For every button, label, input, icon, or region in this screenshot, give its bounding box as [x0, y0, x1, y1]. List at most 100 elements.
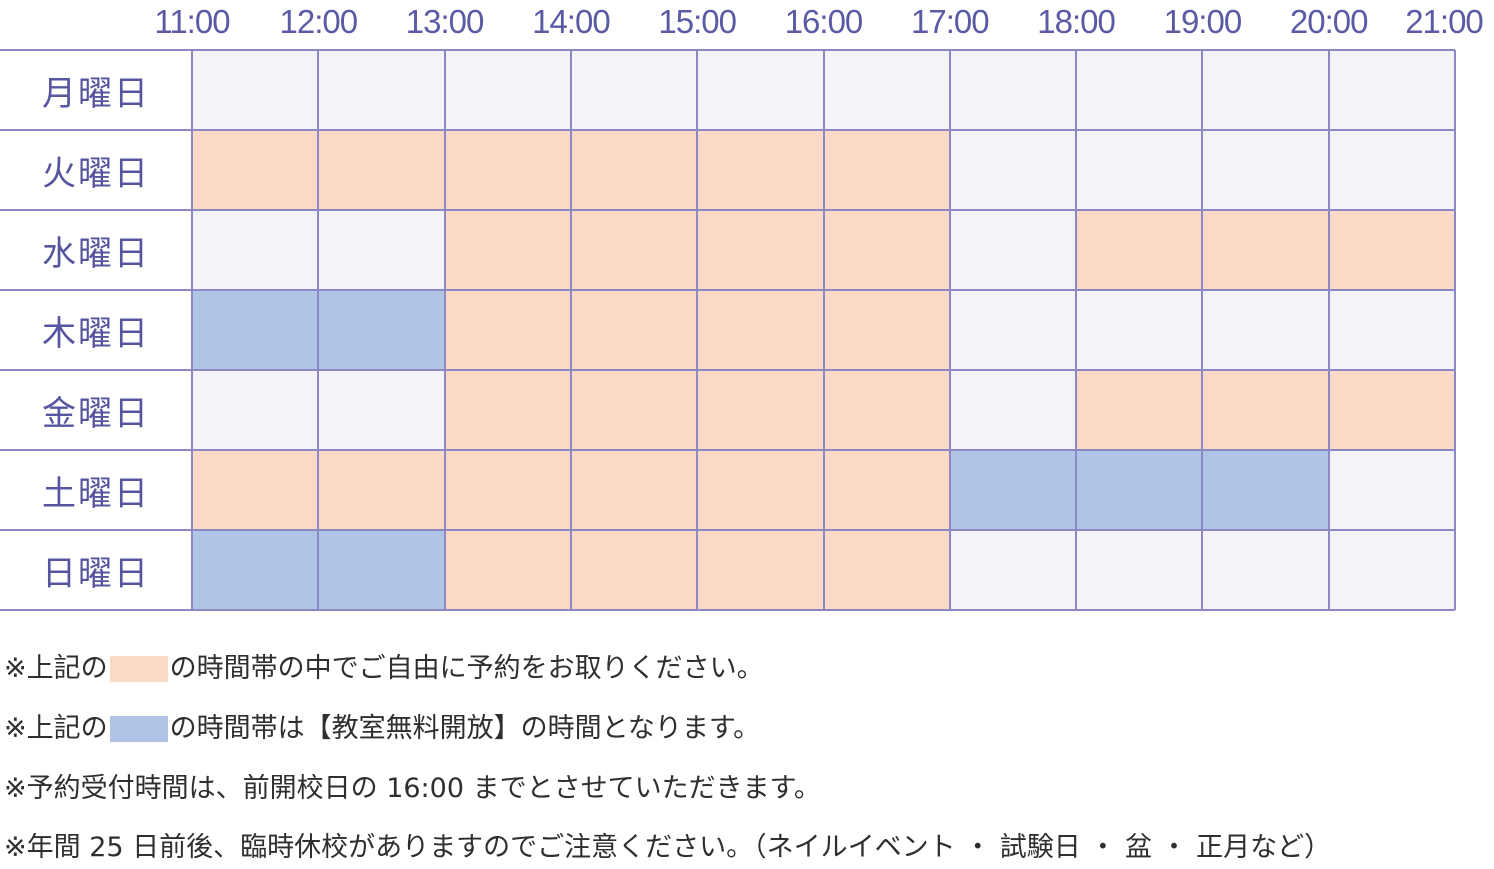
- time-slot-free: [949, 210, 1077, 290]
- time-header: 11:00 12:00 13:00 14:00 15:00 16:00 17:00 18:00…: [0, 0, 1494, 50]
- time-slot-free: [192, 370, 319, 450]
- time-slot-reservable: [444, 450, 571, 530]
- time-label: 19:00: [1163, 3, 1243, 40]
- time-slot-open-class: [1076, 450, 1203, 530]
- time-slot-open-class: [192, 530, 319, 610]
- time-slot-reservable: [697, 450, 824, 530]
- time-slot-free: [192, 50, 319, 130]
- note-line: ※予約受付時間は、前開校日の 16:00 までとさせていただきます。: [4, 771, 821, 807]
- time-slot-reservable: [570, 370, 698, 450]
- time-slot-free: [949, 530, 1077, 610]
- time-slot-reservable: [444, 130, 571, 210]
- time-slot-reservable: [570, 210, 698, 290]
- grid-line-vertical: [191, 50, 193, 610]
- note-line: ※上記の の時間帯は【教室無料開放】の時間となります。: [4, 711, 760, 747]
- grid-line-vertical: [569, 50, 572, 610]
- grid-line-vertical: [317, 50, 320, 610]
- time-slot-free: [318, 210, 445, 290]
- time-slot-reservable: [823, 210, 950, 290]
- time-slot-open-class: [192, 290, 319, 370]
- time-slot-reservable: [318, 450, 445, 530]
- time-slot-open-class: [1202, 450, 1329, 530]
- time-slot-free: [1076, 130, 1203, 210]
- time-slot-reservable: [1328, 370, 1455, 450]
- time-slot-free: [823, 50, 950, 130]
- time-slot-reservable: [192, 450, 319, 530]
- note-text: の時間帯の中でご自由に予約をお取りください。: [169, 653, 764, 684]
- time-slot-reservable: [697, 370, 824, 450]
- time-slot-reservable: [823, 130, 950, 210]
- time-label: 12:00: [279, 3, 359, 40]
- time-slot-free: [1076, 530, 1203, 610]
- grid-line-vertical: [1075, 50, 1078, 610]
- grid-line-vertical: [948, 50, 951, 610]
- time-slot-free: [1328, 290, 1455, 370]
- grid-line-vertical: [696, 50, 699, 610]
- time-slot-reservable: [1328, 210, 1455, 290]
- time-slot-reservable: [1076, 210, 1203, 290]
- day-label: 木曜日: [42, 313, 150, 354]
- day-label: 金曜日: [42, 393, 150, 434]
- day-label: 日曜日: [42, 553, 150, 594]
- time-slot-free: [1328, 130, 1455, 210]
- grid-line-horizontal: [0, 289, 1455, 291]
- note-text: ※上記の: [4, 653, 108, 684]
- note-text: の時間帯は【教室無料開放】の時間となります。: [169, 713, 761, 744]
- grid-line-vertical: [443, 50, 446, 610]
- time-slot-free: [1202, 290, 1329, 370]
- time-label: 14:00: [532, 3, 611, 40]
- time-slot-reservable: [823, 290, 950, 370]
- time-slot-reservable: [1076, 370, 1203, 450]
- day-label: 土曜日: [42, 473, 150, 514]
- time-label: 15:00: [658, 3, 737, 40]
- grid-line-horizontal: [0, 369, 1455, 371]
- schedule-grid: 月曜日 火曜日 水曜日 木曜日 金曜日 土曜日 日曜日: [0, 49, 1456, 611]
- time-slot-reservable: [570, 290, 698, 370]
- note-line: ※年間 25 日前後、臨時休校がありますのでご注意ください。（ネイルイベント ・…: [4, 830, 1331, 866]
- time-slot-free: [1202, 530, 1329, 610]
- grid-line-horizontal: [0, 209, 1455, 211]
- grid-line-horizontal: [0, 129, 1455, 131]
- time-slot-reservable: [444, 210, 571, 290]
- time-slot-reservable: [823, 370, 950, 450]
- time-slot-open-class: [318, 290, 445, 370]
- time-slot-open-class: [949, 450, 1077, 530]
- time-label: 18:00: [1037, 3, 1116, 40]
- grid-line-vertical: [1201, 50, 1204, 610]
- note-text: ※年間 25 日前後、臨時休校がありますのでご注意ください。（ネイルイベント ・…: [4, 832, 1332, 863]
- time-slot-reservable: [192, 130, 319, 210]
- time-label: 16:00: [784, 3, 864, 40]
- time-label: 21:00: [1405, 3, 1484, 40]
- time-slot-free: [1328, 50, 1455, 130]
- time-slot-free: [1202, 130, 1329, 210]
- time-slot-reservable: [697, 530, 824, 610]
- grid-line-horizontal: [0, 49, 1455, 51]
- time-slot-free: [1076, 290, 1203, 370]
- time-label: 11:00: [154, 3, 230, 40]
- time-slot-free: [949, 290, 1077, 370]
- time-slot-reservable: [570, 530, 698, 610]
- time-slot-reservable: [444, 530, 571, 610]
- time-slot-free: [1328, 530, 1455, 610]
- day-label: 火曜日: [42, 153, 150, 194]
- legend-swatch-reservable: [109, 656, 168, 682]
- time-slot-reservable: [318, 130, 445, 210]
- note-text: ※予約受付時間は、前開校日の 16:00 までとさせていただきます。: [4, 773, 821, 804]
- note-line: ※上記の の時間帯の中でご自由に予約をお取りください。: [4, 651, 764, 687]
- day-label: 月曜日: [42, 73, 150, 114]
- time-slot-reservable: [697, 290, 824, 370]
- time-label: 13:00: [405, 3, 485, 40]
- grid-line-vertical: [1327, 50, 1330, 610]
- time-slot-free: [1328, 450, 1455, 530]
- grid-line-vertical: [1454, 50, 1456, 610]
- time-slot-reservable: [444, 370, 571, 450]
- time-slot-reservable: [697, 210, 824, 290]
- time-slot-reservable: [444, 290, 571, 370]
- time-slot-free: [192, 210, 319, 290]
- time-slot-free: [318, 50, 445, 130]
- time-slot-free: [318, 370, 445, 450]
- time-slot-free: [1076, 50, 1203, 130]
- grid-line-horizontal: [0, 449, 1455, 451]
- legend-swatch-open-class: [109, 716, 168, 742]
- note-text: ※上記の: [4, 713, 108, 744]
